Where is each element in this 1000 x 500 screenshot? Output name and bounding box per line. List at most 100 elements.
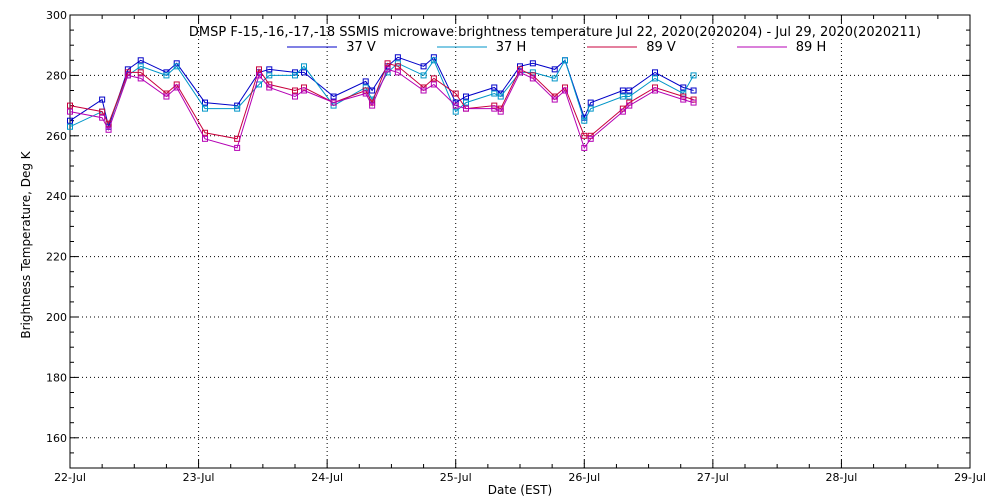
data-point [652,69,658,76]
data-point [420,72,427,79]
x-tick-label: 25-Jul [440,471,472,484]
data-point [394,54,401,61]
y-tick-label: 280 [46,69,67,82]
data-point [384,60,391,67]
grid-layer [70,15,970,468]
y-tick-label: 160 [46,432,67,445]
data-point [551,96,558,103]
data-point [384,66,391,73]
data-point [137,69,144,76]
data-point [394,63,401,70]
data-point [529,60,536,67]
y-tick-label: 300 [46,9,67,22]
legend-label: 37 V [346,40,376,55]
y-tick-label: 220 [46,251,67,264]
data-point [690,99,697,106]
data-point [680,96,687,103]
data-point [452,102,459,109]
data-point [581,132,588,139]
data-point [362,90,369,97]
legend-label: 89 H [796,40,826,55]
series-line [69,56,694,129]
legend-item: 89 V [587,40,676,55]
data-point [619,108,626,115]
data-point [256,66,262,73]
x-axis-title: Date (EST) [488,483,552,497]
data-point [137,75,144,82]
data-point [452,90,459,97]
data-point [266,84,273,91]
data-point [562,87,568,94]
y-axis-title: Brightness Temperature, Deg K [19,150,33,338]
data-point [67,102,73,109]
data-point [234,144,241,151]
data-point [67,123,73,130]
y-tick-labels: 160 180 200 220 240 260 280 300 [46,9,67,445]
data-point [137,57,144,64]
data-point [491,84,498,91]
y-tick-label: 200 [46,311,67,324]
data-point [202,105,208,112]
data-point [330,99,337,106]
data-point [517,63,523,70]
plot-frame [69,14,971,469]
data-point [562,57,568,64]
data-point [124,66,131,73]
data-point [202,135,208,142]
data-point [690,96,697,103]
data-point [619,87,626,94]
data-point [234,105,241,112]
y-tick-label: 260 [46,130,67,143]
data-point [652,75,658,82]
data-point [551,75,558,82]
data-point [369,102,376,109]
data-point [173,63,180,70]
data-point [67,108,73,115]
tick-marks [69,14,971,468]
data-point [452,108,459,115]
data-point [430,81,437,88]
series-37-v [67,54,697,130]
data-point [163,72,170,79]
data-point [330,93,337,100]
series-89-h [67,66,697,151]
data-point [581,117,588,124]
data-point [497,93,504,100]
series-line [69,68,694,149]
data-point [173,84,180,91]
data-point [202,99,208,106]
data-point [266,66,273,73]
data-point [680,93,687,100]
data-point [680,84,687,91]
data-point [690,72,697,79]
data-point [690,87,697,94]
series-layer [67,54,697,151]
data-point [652,87,658,94]
data-point [99,114,106,121]
x-tick-label: 23-Jul [183,471,215,484]
data-point [587,99,594,106]
data-point [420,87,427,94]
data-point [463,99,469,106]
data-point [369,87,376,94]
data-point [463,105,469,112]
legend: 37 V 37 H 89 V 89 H [287,40,826,55]
data-point [619,93,626,100]
data-point [301,63,307,70]
x-tick-label: 26-Jul [568,471,600,484]
data-point [292,72,298,79]
data-point [491,105,498,112]
legend-label: 37 H [496,40,526,55]
x-tick-label: 27-Jul [697,471,729,484]
data-point [430,75,437,82]
x-tick-label: 29-Jul [954,471,986,484]
data-point [362,78,369,85]
x-tick-labels: 22-Jul 23-Jul 24-Jul 25-Jul 26-Jul 27-Jul 28-J… [54,471,986,484]
x-tick-label: 24-Jul [311,471,343,484]
data-point [587,135,594,142]
data-point [626,87,633,94]
x-tick-label: 22-Jul [54,471,86,484]
data-point [67,117,73,124]
data-point [266,72,273,79]
